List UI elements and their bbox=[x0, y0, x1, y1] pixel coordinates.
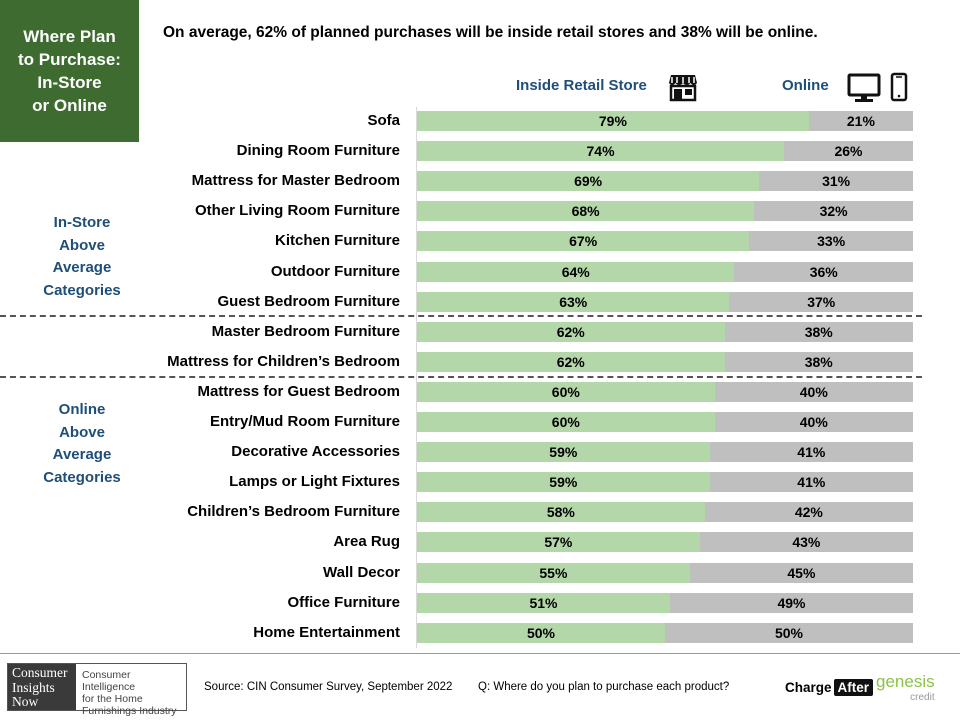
bar-online: 26% bbox=[784, 141, 913, 162]
bar-online: 43% bbox=[699, 532, 913, 553]
bar-online: 38% bbox=[724, 321, 913, 342]
bar-store: 69% bbox=[417, 171, 760, 192]
bar-store: 67% bbox=[417, 231, 750, 252]
bar-store: 50% bbox=[417, 622, 665, 643]
category-label: Wall Decor bbox=[323, 563, 400, 581]
bar-store: 63% bbox=[417, 291, 730, 312]
bar-store: 62% bbox=[417, 321, 725, 342]
chart-title: Where Plan to Purchase: In-Store or Onli… bbox=[18, 27, 121, 115]
cin-logo-mark: Consumer Insights Now bbox=[8, 664, 76, 710]
y-axis-line bbox=[416, 107, 417, 648]
chargeafter-logo: Charge After bbox=[785, 679, 874, 696]
divider-top bbox=[0, 315, 922, 317]
bar-online: 40% bbox=[714, 412, 913, 432]
category-label: Entry/Mud Room Furniture bbox=[210, 413, 400, 430]
chargeafter-logo-a: Charge bbox=[785, 680, 832, 695]
category-label: Home Entertainment bbox=[253, 623, 400, 641]
category-label: Outdoor Furniture bbox=[270, 262, 400, 280]
legend-store-label: Inside Retail Store bbox=[516, 77, 647, 94]
bar-store: 59% bbox=[417, 442, 710, 463]
bar-online: 42% bbox=[704, 502, 913, 523]
storefront-icon bbox=[669, 75, 697, 102]
source-note: Source: CIN Consumer Survey, September 2… bbox=[204, 681, 453, 693]
bar-row: Master Bedroom Furniture 62% 38% bbox=[0, 321, 960, 342]
category-label: Kitchen Furniture bbox=[274, 232, 400, 250]
bar-online: 41% bbox=[709, 472, 913, 493]
bar-online: 50% bbox=[665, 622, 913, 643]
bar-store: 64% bbox=[417, 261, 735, 282]
category-label: Other Living Room Furniture bbox=[195, 202, 400, 220]
bar-store: 74% bbox=[417, 141, 785, 162]
phone-icon bbox=[890, 72, 908, 102]
bar-row: Mattress for Master Bedroom 69% 31% bbox=[0, 171, 960, 192]
bar-store: 57% bbox=[417, 532, 700, 553]
bar-store: 55% bbox=[417, 562, 690, 583]
bar-row: Decorative Accessories 59% 41% bbox=[0, 442, 960, 463]
bar-row: Wall Decor 55% 45% bbox=[0, 562, 960, 583]
category-label: Lamps or Light Fixtures bbox=[229, 473, 400, 491]
bar-row: Guest Bedroom Furniture 63% 37% bbox=[0, 291, 960, 312]
divider-bottom bbox=[0, 376, 922, 378]
bar-row: Sofa 79% 21% bbox=[0, 111, 960, 131]
bar-store: 51% bbox=[417, 592, 670, 613]
bar-row: Home Entertainment 50% 50% bbox=[0, 622, 960, 643]
genesis-logo-sub: credit bbox=[910, 692, 935, 703]
bar-store: 62% bbox=[417, 351, 725, 372]
bar-row: Area Rug 57% 43% bbox=[0, 532, 960, 553]
group-label-instore: In-Store Above Average Categories bbox=[43, 214, 121, 300]
bar-store: 60% bbox=[417, 412, 715, 432]
legend-online-label: Online bbox=[782, 77, 829, 94]
bar-row: Mattress for Children’s Bedroom 62% 38% bbox=[0, 351, 960, 372]
bar-row: Children’s Bedroom Furniture 58% 42% bbox=[0, 502, 960, 523]
cin-logo-tagline: Consumer Intelligence for the Home Furni… bbox=[82, 669, 177, 717]
bar-row: Outdoor Furniture 64% 36% bbox=[0, 261, 960, 282]
bar-online: 33% bbox=[749, 231, 913, 252]
bar-online: 36% bbox=[734, 261, 913, 282]
category-label: Decorative Accessories bbox=[231, 443, 400, 461]
bar-online: 40% bbox=[714, 381, 913, 402]
bar-store: 59% bbox=[417, 472, 710, 493]
chart-subtitle: On average, 62% of planned purchases wil… bbox=[163, 24, 818, 41]
bar-store: 68% bbox=[417, 201, 755, 222]
category-label: Mattress for Master Bedroom bbox=[191, 172, 400, 190]
genesis-logo: genesis credit bbox=[876, 672, 935, 706]
category-label: Office Furniture bbox=[287, 593, 400, 611]
title-box: Where Plan to Purchase: In-Store or Onli… bbox=[0, 0, 139, 142]
footer-rule bbox=[0, 653, 960, 654]
bar-online: 49% bbox=[669, 592, 913, 613]
bar-online: 32% bbox=[754, 201, 913, 222]
bar-row: Entry/Mud Room Furniture 60% 40% bbox=[0, 412, 960, 432]
category-label: Dining Room Furniture bbox=[236, 142, 400, 160]
genesis-logo-text: genesis bbox=[876, 672, 935, 691]
bar-store: 58% bbox=[417, 502, 705, 523]
bar-online: 21% bbox=[808, 111, 913, 131]
chargeafter-logo-b: After bbox=[833, 679, 874, 696]
bar-online: 31% bbox=[759, 171, 913, 192]
category-label: Guest Bedroom Furniture bbox=[217, 292, 400, 310]
category-label: Master Bedroom Furniture bbox=[211, 322, 400, 340]
bar-online: 38% bbox=[724, 351, 913, 372]
category-label: Children’s Bedroom Furniture bbox=[187, 503, 400, 521]
bar-row: Lamps or Light Fixtures 59% 41% bbox=[0, 472, 960, 493]
bar-row: Office Furniture 51% 49% bbox=[0, 592, 960, 613]
bar-online: 37% bbox=[729, 291, 913, 312]
bar-row: Dining Room Furniture 74% 26% bbox=[0, 141, 960, 162]
category-label: Sofa bbox=[367, 112, 400, 129]
bar-row: Mattress for Guest Bedroom 60% 40% bbox=[0, 381, 960, 402]
cin-logo: Consumer Insights Now Consumer Intellige… bbox=[7, 663, 187, 717]
bar-online: 45% bbox=[689, 562, 913, 583]
bar-row: Kitchen Furniture 67% 33% bbox=[0, 231, 960, 252]
bar-row: Other Living Room Furniture 68% 32% bbox=[0, 201, 960, 222]
question-note: Q: Where do you plan to purchase each pr… bbox=[478, 681, 730, 693]
category-label: Mattress for Guest Bedroom bbox=[197, 382, 400, 400]
bar-online: 41% bbox=[709, 442, 913, 463]
bar-store: 79% bbox=[417, 111, 809, 131]
bar-store: 60% bbox=[417, 381, 715, 402]
monitor-icon bbox=[847, 73, 881, 102]
category-label: Mattress for Children’s Bedroom bbox=[167, 352, 400, 370]
category-label: Area Rug bbox=[333, 533, 400, 551]
group-label-online: Online Above Average Categories bbox=[43, 401, 121, 487]
